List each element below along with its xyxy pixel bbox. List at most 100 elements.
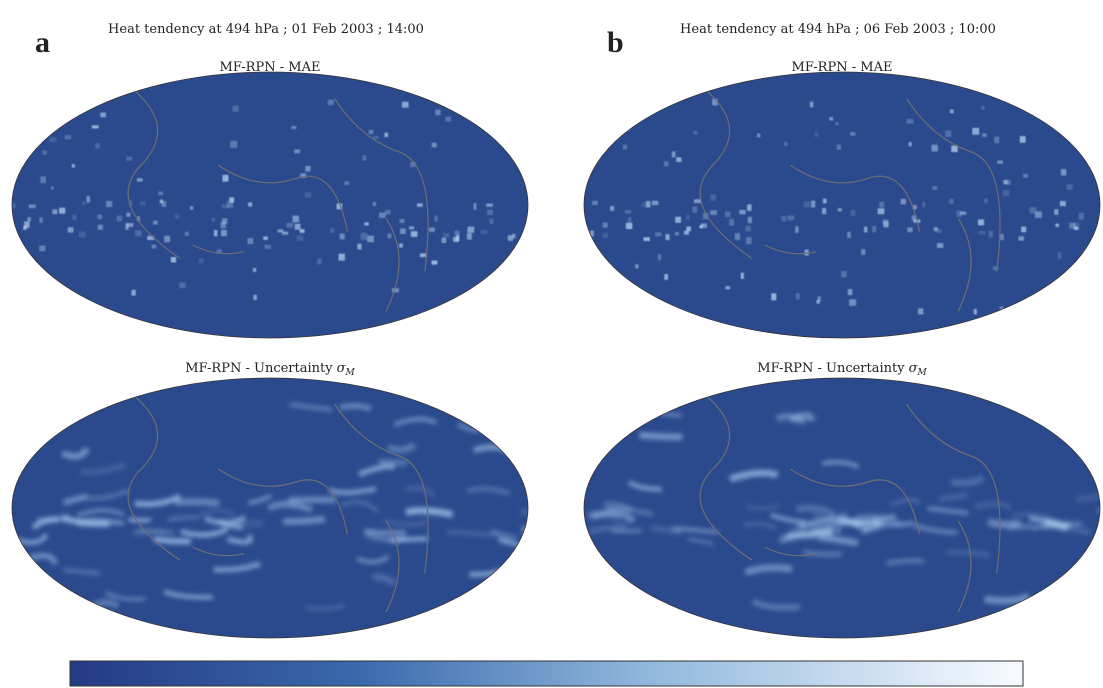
map [584, 72, 1100, 338]
field-streak [854, 513, 903, 526]
coastline [127, 390, 429, 613]
field-pixel [28, 204, 36, 209]
field-streak [80, 488, 130, 501]
field-pixel [82, 201, 86, 205]
field-pixel [373, 135, 379, 139]
field-streak [627, 480, 662, 492]
field-streak [812, 526, 841, 536]
field-pixel [364, 222, 369, 226]
field-pixel [676, 157, 682, 162]
field-pixel [466, 233, 472, 240]
field-pixel [633, 106, 640, 112]
field-pixel [456, 234, 460, 241]
field-pixel [945, 130, 952, 138]
field-streak [167, 515, 199, 522]
field-streak [77, 508, 125, 517]
field-streak [386, 442, 417, 454]
field-pixel [286, 222, 293, 228]
field-pixel [473, 203, 477, 210]
map-title-symbol: σ [337, 361, 347, 376]
field-streak [1076, 599, 1100, 614]
field-pixel [1021, 226, 1027, 233]
field-streak [372, 573, 397, 587]
field-pixel [136, 178, 143, 182]
field-pixel [72, 214, 77, 221]
field-pixel [129, 200, 133, 207]
field-streak [393, 417, 438, 427]
field-pixel [803, 201, 811, 208]
field-pixel [693, 131, 698, 135]
field-pixel [454, 230, 460, 236]
field-pixel [39, 245, 46, 252]
field-streak [521, 523, 528, 534]
field-pixel [982, 133, 987, 137]
field-pixel [1066, 184, 1073, 190]
field-pixel [710, 210, 718, 215]
field-pixel [795, 226, 799, 233]
field-pixel [949, 198, 954, 204]
field-pixel [510, 262, 516, 269]
field-streak [951, 474, 985, 486]
field-streak [974, 501, 1013, 511]
field-pixel [978, 230, 986, 235]
field-streak [687, 537, 715, 547]
field-pixel [822, 198, 827, 204]
field-pixel [25, 260, 31, 268]
field-pixel [1054, 209, 1059, 215]
field-pixel [611, 101, 615, 106]
field-pixel [416, 203, 423, 207]
field-pixel [686, 226, 691, 232]
field-streak [520, 509, 528, 521]
field-pixel [127, 223, 134, 228]
field-pixel [362, 155, 367, 161]
field-pixel [399, 219, 405, 223]
map-title: MF-RPN - Uncertainty σM [185, 361, 355, 378]
field-pixel [1018, 236, 1024, 241]
field-pixel [922, 202, 926, 208]
colorbar [69, 660, 1024, 687]
field-pixel [443, 233, 450, 238]
field-streak [358, 464, 396, 477]
field-pixel [747, 204, 752, 211]
field-pixel [151, 244, 157, 249]
field-pixel [229, 197, 235, 203]
field-pixel [299, 229, 305, 233]
field-streak [404, 507, 454, 518]
field-pixel [1023, 173, 1028, 178]
field-pixel [686, 215, 690, 220]
field-pixel [973, 308, 977, 315]
map-background [584, 72, 1100, 338]
field-pixel [675, 231, 679, 236]
map [584, 378, 1100, 638]
field-pixel [507, 235, 514, 241]
field-pixel [71, 164, 75, 168]
field-streak [489, 528, 517, 541]
field-pixel [747, 216, 752, 224]
field-pixel [641, 202, 646, 208]
field-pixel [410, 231, 418, 237]
field-pixel [602, 232, 608, 238]
field-streak [797, 516, 840, 531]
field-streak [729, 469, 779, 483]
field-pixel [694, 199, 701, 203]
field-pixel [739, 209, 746, 215]
field-pixel [199, 258, 204, 264]
field-pixel [136, 216, 141, 222]
field-pixel [27, 217, 31, 222]
field-pixel [850, 209, 856, 217]
field-pixel [462, 294, 468, 298]
field-pixel [771, 293, 777, 301]
field-pixel [248, 202, 253, 207]
field-pixel [836, 144, 842, 150]
field [14, 402, 528, 612]
field-streak [339, 403, 372, 412]
field-streak [128, 517, 152, 523]
field-pixel [746, 237, 752, 245]
map-border [583, 377, 1101, 639]
field-pixel [79, 231, 86, 238]
panel-title: Heat tendency at 494 hPa ; 01 Feb 2003 ;… [108, 22, 424, 37]
field-pixel [628, 217, 632, 223]
field-pixel [699, 225, 704, 229]
field-streak [213, 561, 261, 573]
field-pixel [164, 235, 171, 243]
